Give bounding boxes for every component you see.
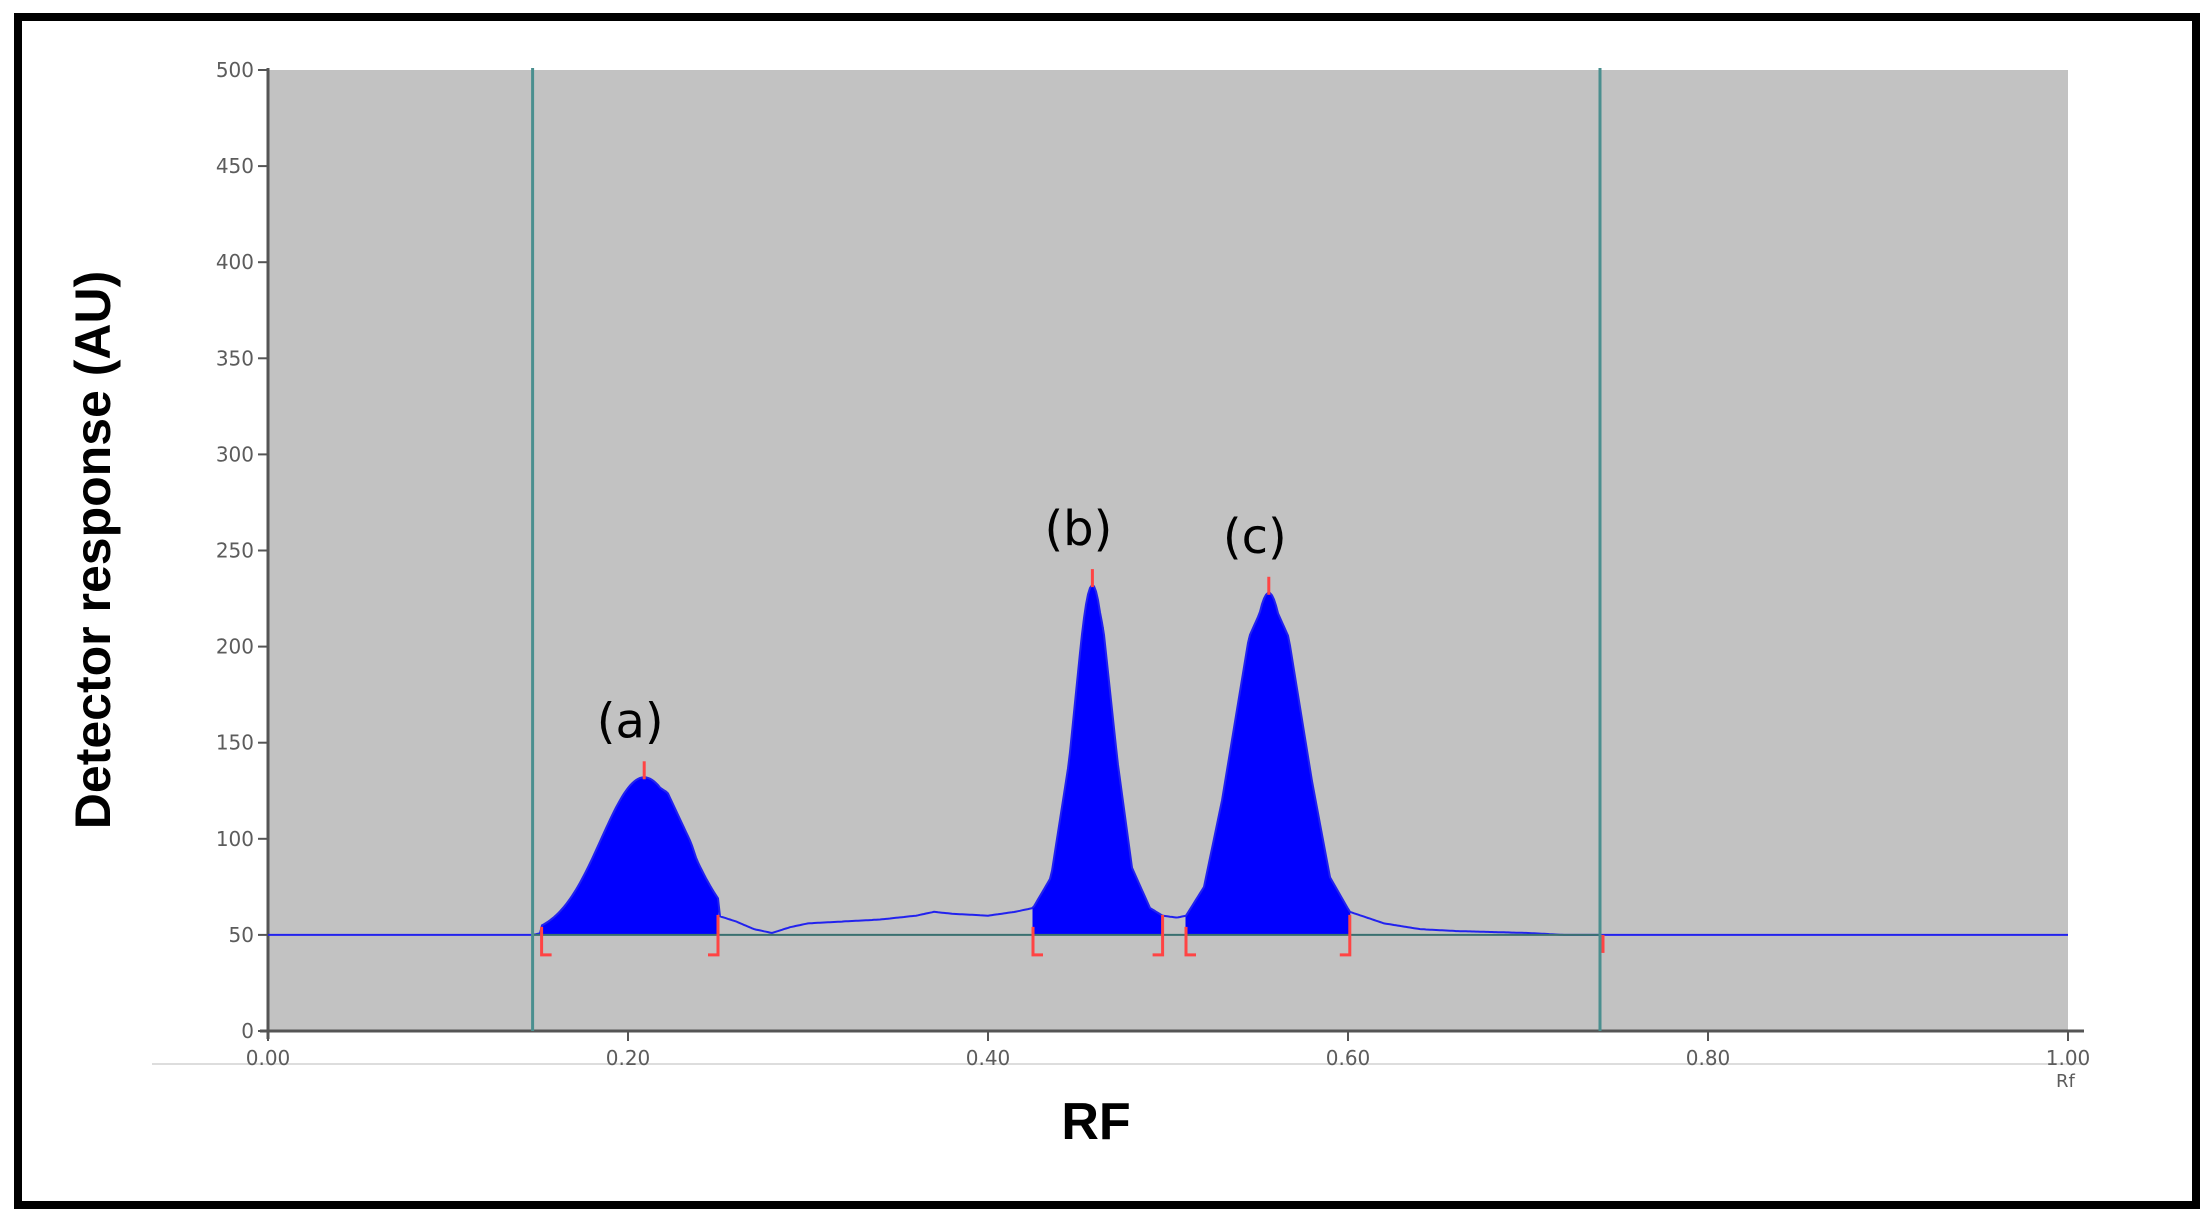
peak-label-1: (a) [597, 693, 664, 749]
peak-markers [540, 569, 1605, 957]
peak-end-marker [708, 914, 720, 957]
peak-start-marker [1031, 926, 1043, 957]
y-tick-label: 200 [216, 635, 254, 659]
y-tick-label: 500 [216, 58, 254, 82]
peak-label-2: (b) [1044, 501, 1112, 557]
peak-labels: (a) (b) (c) [597, 501, 1287, 749]
x-tick-label: 1.00 [2046, 1046, 2091, 1070]
y-tick-label: 450 [216, 154, 254, 178]
y-axis-label: Detector response (AU) [65, 271, 121, 829]
y-tick-label: 350 [216, 346, 254, 370]
x-tick-label: 0.60 [1326, 1046, 1371, 1070]
peak-label-3: (c) [1223, 509, 1287, 565]
y-tick-label: 300 [216, 442, 254, 466]
x-tick-label: 0.80 [1686, 1046, 1731, 1070]
peak-start-marker [540, 926, 552, 957]
y-tick-label: 150 [216, 731, 254, 755]
x-axis: 0.00 0.20 0.40 0.60 0.80 1.00 [246, 1029, 2091, 1070]
x-axis-label: RF [1061, 1093, 1130, 1151]
y-tick-label: 50 [229, 923, 254, 947]
figure-frame: 0 50 100 150 200 250 300 350 400 450 500 0.00 0.20 0… [14, 13, 2200, 1209]
plot-area [268, 70, 2068, 1031]
peak-start-marker [1184, 926, 1196, 957]
trace-line [268, 583, 2068, 936]
y-tick-label: 250 [216, 539, 254, 563]
y-axis: 0 50 100 150 200 250 300 350 400 450 500 [216, 58, 270, 1043]
y-tick-label: 0 [241, 1019, 254, 1043]
y-tick-label: 100 [216, 827, 254, 851]
y-tick-label: 400 [216, 250, 254, 274]
x-tick-label: 0.20 [606, 1046, 651, 1070]
peak-fills [541, 584, 1351, 936]
x-tick-label: 0.00 [246, 1046, 291, 1070]
cursor-lines [531, 68, 1602, 1031]
x-axis-unit: Rf [2056, 1071, 2076, 1092]
x-tick-label: 0.40 [966, 1046, 1011, 1070]
peak-end-marker [1152, 914, 1165, 957]
peak-end-marker [1339, 914, 1352, 957]
